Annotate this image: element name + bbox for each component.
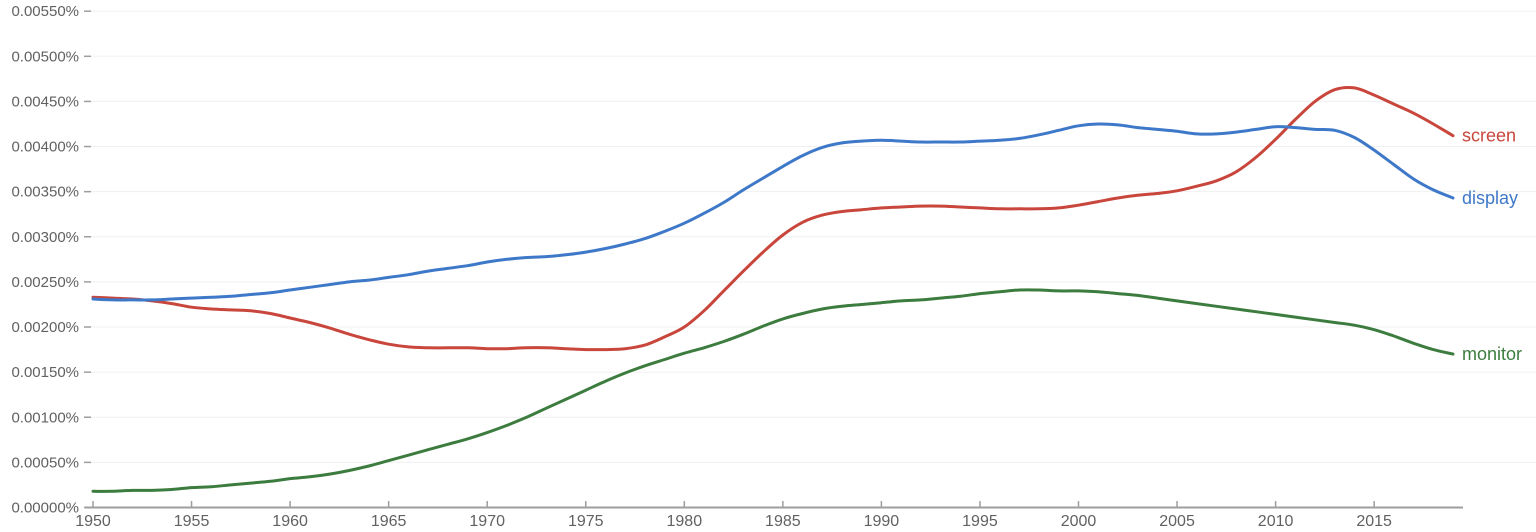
x-axis-tick-label: 1985 [765,513,801,530]
series-line-display[interactable] [91,122,1455,302]
x-axis-tick-label: 2010 [1258,513,1294,530]
series-line-monitor[interactable] [91,288,1455,493]
series-label-display[interactable]: display [1462,188,1518,208]
y-axis-tick-label: 0.00400% [11,139,79,156]
series-line-screen[interactable] [91,85,1455,352]
y-axis-tick-label: 0.00100% [11,409,79,426]
x-axis-tick-label: 1990 [864,513,900,530]
y-axis-tick-label: 0.00450% [11,93,79,110]
x-axis-tick-label: 1970 [469,513,505,530]
y-axis-tick-label: 0.00200% [11,319,79,336]
x-axis-tick-label: 1965 [371,513,407,530]
y-axis-tick-label: 0.00300% [11,229,79,246]
x-axis-tick-label: 1995 [962,513,998,530]
y-axis-tick-label: 0.00150% [11,364,79,381]
y-axis-tick-label: 0.00550% [11,3,79,20]
x-axis-tick-label: 2015 [1356,513,1392,530]
y-axis-tick-label: 0.00050% [11,454,79,471]
x-axis-tick-label: 1975 [568,513,604,530]
x-axis-tick-label: 1950 [75,513,111,530]
x-axis-tick-label: 2000 [1061,513,1097,530]
x-axis-tick-label: 1960 [272,513,308,530]
y-axis-tick-label: 0.00000% [11,500,79,517]
x-axis-tick-label: 1980 [667,513,703,530]
y-axis-tick-label: 0.00250% [11,274,79,291]
series-label-monitor[interactable]: monitor [1462,344,1522,364]
x-axis-tick-label: 1955 [174,513,210,530]
x-axis-tick-label: 2005 [1159,513,1195,530]
y-axis-tick-label: 0.00350% [11,184,79,201]
y-axis-tick-label: 0.00500% [11,48,79,65]
series-label-screen[interactable]: screen [1462,126,1516,146]
